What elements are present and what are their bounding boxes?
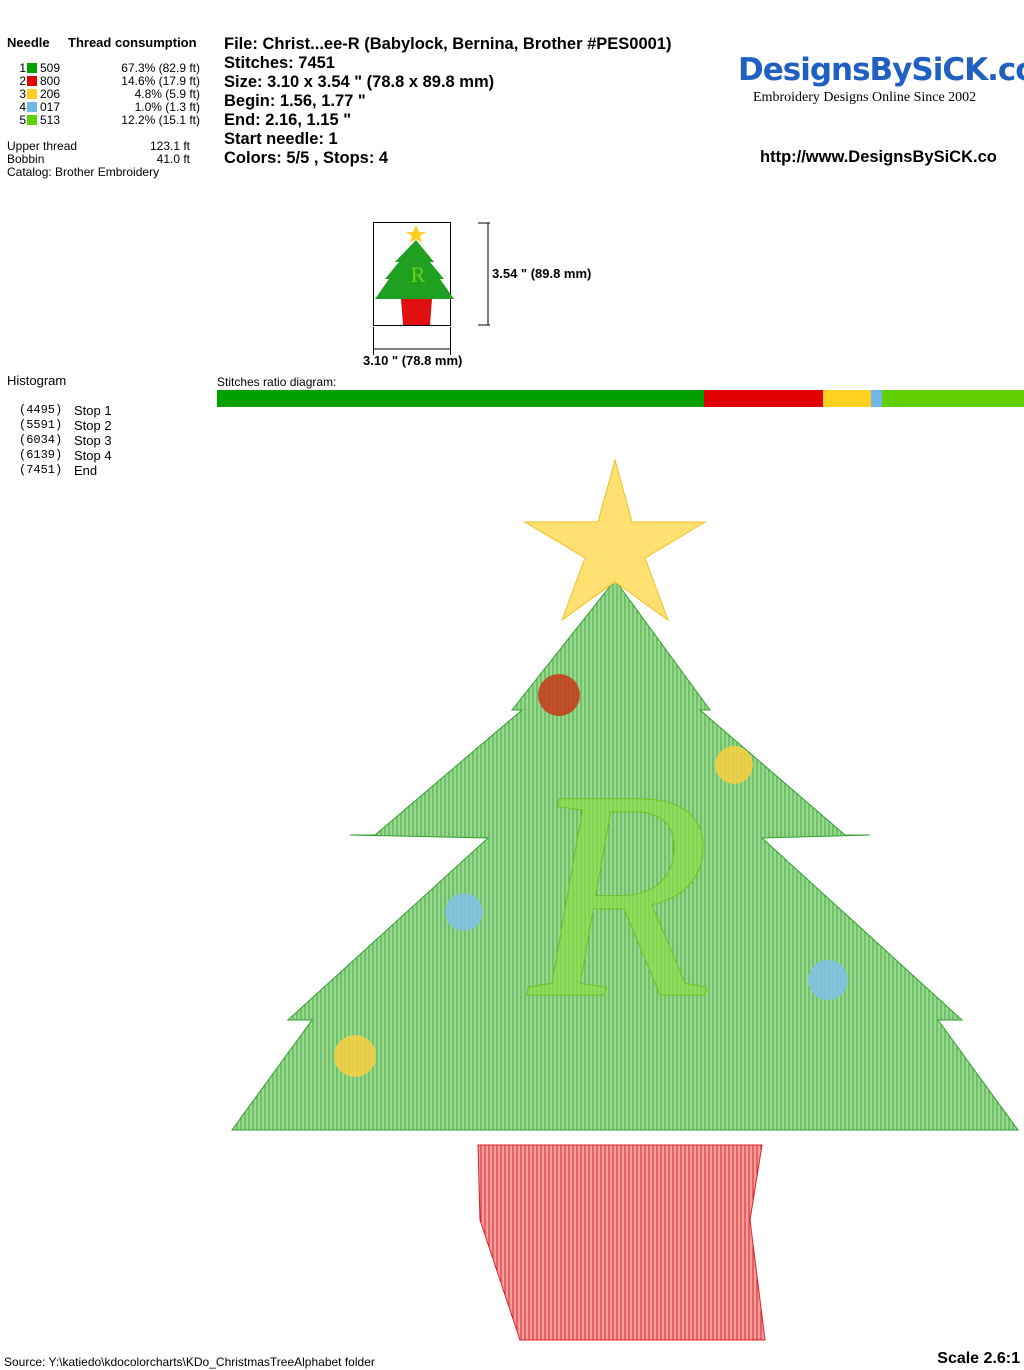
stop-count: (5591) — [19, 418, 63, 432]
size: Size: 3.10 x 3.54 " (78.8 x 89.8 mm) — [224, 73, 495, 91]
stop-count: (6139) — [19, 448, 63, 462]
histogram-stop: (5591) Stop 2 — [7, 418, 112, 433]
thread-usage: 67.3% (82.9 ft) — [121, 61, 200, 75]
height-label: 3.54 " (89.8 mm) — [492, 266, 592, 281]
logo-tagline: Embroidery Designs Online Since 2002 — [753, 90, 977, 105]
stop-count: (6034) — [19, 433, 63, 447]
color-swatch — [27, 89, 37, 99]
star — [523, 458, 707, 622]
upper-thread-label: Upper thread — [7, 139, 78, 153]
stop-label: Stop 3 — [74, 433, 112, 448]
stop-count: (4495) — [19, 403, 63, 417]
stitches-ratio-bar — [217, 390, 1024, 407]
needle-row: 3 206 4.8% (5.9 ft) — [17, 88, 200, 101]
thread-header: Thread consumption — [68, 35, 197, 50]
stop-label: Stop 2 — [74, 418, 112, 433]
needle-number: 2 — [19, 74, 26, 88]
thread-usage: 4.8% (5.9 ft) — [134, 87, 200, 101]
thread-code: 800 — [40, 74, 61, 88]
stop-label: Stop 4 — [74, 448, 112, 463]
thread-usage: 12.2% (15.1 ft) — [121, 113, 200, 127]
width-label: 3.10 " (78.8 mm) — [363, 353, 463, 368]
ornament-red — [538, 674, 580, 716]
thumb-tree — [375, 240, 454, 299]
color-swatch — [27, 102, 37, 112]
start-needle: Start needle: 1 — [224, 130, 338, 148]
needle-header: Needle — [7, 35, 50, 50]
thumb-star — [406, 225, 426, 243]
histogram-stop: (4495) Stop 1 — [7, 403, 112, 418]
ornament-yellow — [715, 746, 753, 784]
histogram-title: Histogram — [7, 373, 67, 388]
color-swatch — [27, 115, 37, 125]
bobbin-value: 41.0 ft — [156, 152, 190, 166]
needle-row: 5 513 12.2% (15.1 ft) — [17, 114, 200, 127]
stop-label: End — [74, 463, 98, 478]
color-swatch — [27, 76, 37, 86]
needle-table: 1 509 67.3% (82.9 ft) 2 800 14.6% (17.9 ft) 3 2… — [17, 62, 200, 127]
ornament-yellow — [334, 1035, 376, 1077]
color-swatch — [27, 63, 37, 73]
histogram-stop: (6034) Stop 3 — [7, 433, 112, 448]
stitches: Stitches: 7451 — [224, 54, 335, 72]
thread-code: 509 — [40, 61, 61, 75]
upper-thread-value: 123.1 ft — [149, 139, 190, 153]
catalog: Catalog: Brother Embroidery — [7, 165, 160, 179]
needle-row: 2 800 14.6% (17.9 ft) — [17, 75, 200, 88]
needle-number: 4 — [19, 100, 26, 114]
website-url[interactable]: http://www.DesignsBySiCK.co — [760, 148, 997, 166]
begin: Begin: 1.56, 1.77 " — [224, 92, 366, 110]
totals: Upper thread 123.1 ft Bobbin 41.0 ft Catal… — [7, 140, 190, 179]
ratio-segment — [881, 390, 1024, 407]
stop-label: Stop 1 — [74, 403, 112, 418]
thumb-pot — [401, 299, 432, 325]
ratio-label: Stitches ratio diagram: — [217, 375, 337, 389]
ratio-segment — [703, 390, 823, 407]
thread-code: 206 — [40, 87, 61, 101]
thread-usage: 1.0% (1.3 ft) — [134, 100, 200, 114]
needle-number: 1 — [19, 61, 26, 75]
file-name: File: Christ...ee-R (Babylock, Bernina, … — [224, 35, 672, 53]
needle-number: 5 — [19, 113, 26, 127]
source-path: Source: Y:\katiedo\kdocolorcharts\KDo_Ch… — [4, 1355, 375, 1369]
logo: DesignsBySiCK.com — [738, 52, 1024, 88]
end: End: 2.16, 1.15 " — [224, 111, 352, 129]
histogram-list: (4495) Stop 1 (5591) Stop 2 (6034) Stop 3 (613… — [7, 403, 112, 478]
thread-code: 513 — [40, 113, 61, 127]
thread-code: 017 — [40, 100, 61, 114]
histogram-stop: (6139) Stop 4 — [7, 448, 112, 463]
needle-row: 1 509 67.3% (82.9 ft) — [17, 62, 200, 75]
ratio-segment — [870, 390, 882, 407]
colors-stops: Colors: 5/5 , Stops: 4 — [224, 149, 389, 167]
needle-number: 3 — [19, 87, 26, 101]
needle-row: 4 017 1.0% (1.3 ft) — [17, 101, 200, 114]
ornament-blue — [445, 893, 483, 931]
monogram-letter: R — [524, 728, 712, 1060]
bobbin-label: Bobbin — [7, 152, 45, 166]
ornament-blue — [808, 960, 848, 1000]
thumbnail: R — [373, 222, 490, 355]
stop-count: (7451) — [19, 463, 63, 477]
ratio-segment — [822, 390, 871, 407]
thumbnail-frame — [373, 222, 451, 326]
ratio-segment — [217, 390, 704, 407]
scale: Scale 2.6:1 — [937, 1350, 1020, 1367]
design-info: File: Christ...ee-R (Babylock, Bernina, … — [224, 35, 671, 168]
thumb-letter: R — [411, 262, 426, 287]
histogram-stop: (7451) End — [7, 463, 112, 478]
thread-usage: 14.6% (17.9 ft) — [121, 74, 200, 88]
design-preview: R — [231, 458, 1019, 1341]
